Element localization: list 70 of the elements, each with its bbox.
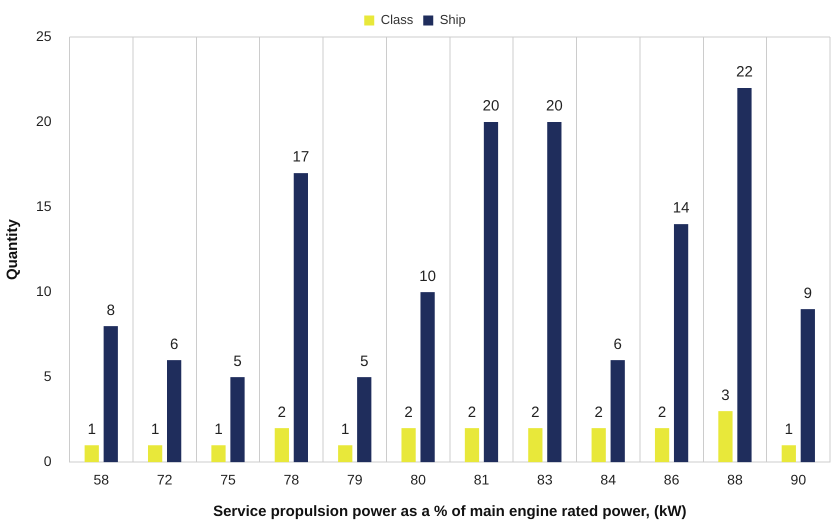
data-label: 2 [658,404,666,421]
data-label: 2 [594,404,603,421]
bar [420,292,435,462]
bar [547,122,562,462]
data-label: 10 [419,268,436,285]
data-label: 1 [214,420,223,438]
bar [464,428,480,462]
bar [782,445,796,462]
bar [274,428,289,462]
bar [294,173,308,462]
data-label: 5 [233,352,242,370]
x-tick-label: 83 [537,471,553,488]
data-label: 2 [531,404,540,421]
bar [718,411,733,462]
bar [610,360,625,462]
x-tick-label: 58 [93,471,110,488]
bar [800,309,815,462]
bar [167,360,182,462]
bar [592,428,606,462]
bar [737,88,752,462]
x-tick-label: 80 [410,471,426,488]
data-label: 2 [404,404,413,421]
data-label: 8 [106,302,115,319]
bar [338,445,352,462]
data-label: 1 [341,420,350,438]
x-tick-label: 90 [790,471,806,488]
data-label: 14 [672,200,690,217]
y-tick-label: 5 [44,368,52,384]
y-axis-title: Quantity [4,218,22,280]
bar [148,445,162,462]
bar [357,377,372,462]
x-tick-label: 72 [156,471,173,488]
x-tick-label: 75 [220,471,236,488]
bar [84,445,99,462]
bar [654,428,670,462]
data-label: 22 [736,64,753,81]
data-label: 17 [292,148,310,166]
data-label: 6 [614,336,622,353]
data-label: 3 [721,386,730,404]
bar [674,224,688,462]
data-label: 2 [468,404,476,421]
data-label: 2 [278,404,286,421]
data-label: 1 [784,420,793,438]
y-tick-label: 20 [36,112,52,129]
x-tick-label: 88 [727,471,743,488]
bar [230,377,245,462]
bar [104,326,118,462]
x-axis-title: Service propulsion power as a % of main engine rated power, (kW) [213,503,687,520]
data-label: 5 [360,352,368,370]
bar [401,428,416,462]
bar [528,428,542,462]
data-label: 1 [150,420,160,438]
data-label: 20 [546,98,563,115]
y-tick-label: 15 [36,198,52,214]
data-label: 9 [804,284,812,302]
x-tick-label: 84 [600,471,616,488]
legend-label: Ship [440,12,466,28]
x-tick-label: 86 [664,471,680,488]
x-tick-label: 81 [474,471,490,488]
data-label: 20 [482,98,500,115]
data-label: 1 [88,420,96,438]
x-tick-label: 79 [346,471,363,488]
bar [484,122,498,462]
y-tick-label: 25 [36,28,52,44]
x-tick-label: 78 [284,471,300,488]
data-label: 6 [170,336,178,353]
y-tick-label: 0 [44,453,52,470]
y-tick-label: 10 [36,282,52,299]
legend-label: Class [380,12,414,28]
bar [211,445,226,462]
